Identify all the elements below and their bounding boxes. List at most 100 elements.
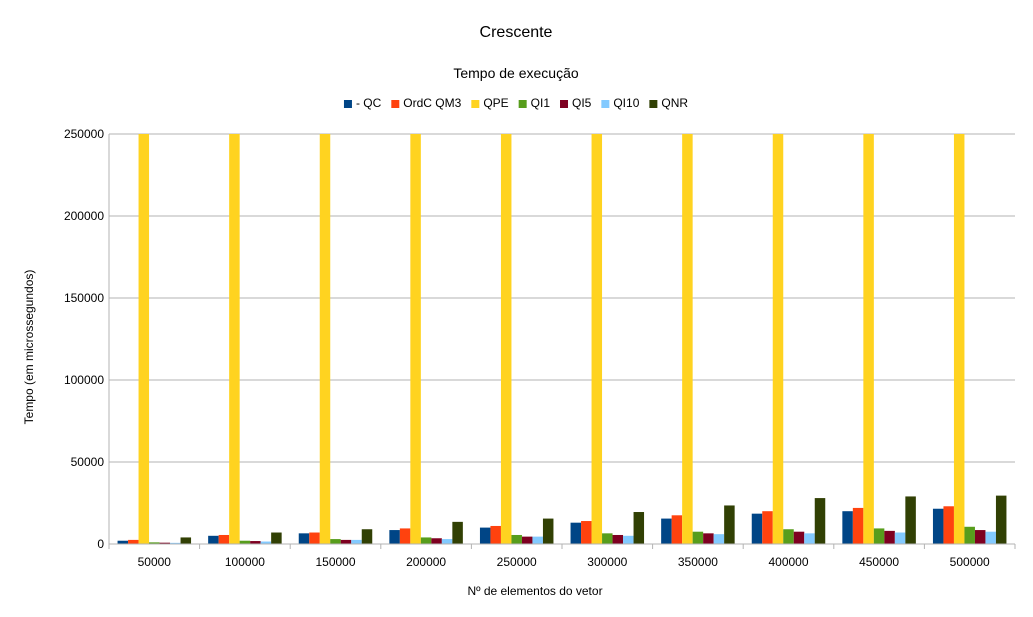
bar — [943, 506, 954, 544]
bars — [117, 134, 1007, 544]
legend-label: QI10 — [613, 96, 639, 110]
bar — [570, 522, 582, 544]
bar — [511, 534, 522, 544]
bar — [762, 511, 773, 544]
legend-swatch — [391, 100, 400, 108]
bar — [932, 508, 944, 544]
y-tick-labels: 0 50000 100000 150000 200000 250000 — [64, 127, 104, 551]
legend-item: QI1 — [518, 96, 550, 110]
legend-label: OrdC QM3 — [403, 96, 461, 110]
legend-swatch — [649, 100, 658, 108]
bar — [581, 521, 592, 544]
bar — [661, 518, 672, 544]
bar — [724, 505, 735, 544]
bar — [671, 515, 683, 544]
bar — [208, 535, 219, 544]
y-tick-label: 250000 — [64, 127, 104, 141]
bar — [500, 134, 512, 544]
bar — [351, 539, 362, 544]
bar — [894, 532, 906, 544]
bar — [250, 541, 261, 544]
bar — [842, 511, 853, 544]
bar — [602, 533, 613, 544]
legend-label: QI5 — [572, 96, 592, 110]
x-axis-title: Nº de elementos do vetor — [467, 584, 602, 598]
bar — [361, 529, 373, 544]
x-tick-label: 100000 — [225, 555, 265, 569]
bar — [814, 498, 826, 544]
bar — [319, 134, 331, 544]
y-tick-label: 150000 — [64, 291, 104, 305]
bar — [490, 525, 501, 544]
bar — [852, 507, 864, 544]
bar — [521, 536, 533, 544]
bar — [542, 518, 554, 544]
bar — [995, 495, 1007, 544]
x-tick-label: 450000 — [859, 555, 899, 569]
bar — [884, 530, 895, 544]
x-tick-label: 500000 — [950, 555, 990, 569]
bar — [873, 528, 885, 544]
bar — [633, 512, 645, 544]
bar — [953, 134, 965, 544]
x-tick-label: 350000 — [678, 555, 718, 569]
legend-swatch — [560, 100, 569, 108]
bar — [229, 134, 240, 544]
legend-swatch — [343, 100, 352, 108]
legend-item: QI10 — [601, 96, 640, 110]
bar — [431, 538, 442, 544]
bar — [410, 134, 421, 544]
legend-label: - QC — [356, 96, 382, 110]
bar — [863, 134, 874, 544]
bar — [591, 134, 603, 544]
legend: - QC OrdC QM3 QPE QI1 QI5 QI10 QNR — [343, 96, 688, 110]
x-tick-label: 150000 — [315, 555, 355, 569]
x-tick-label: 250000 — [497, 555, 537, 569]
bar — [218, 534, 230, 544]
gridlines — [109, 133, 1015, 545]
y-tick-label: 50000 — [71, 455, 105, 469]
legend-swatch — [518, 100, 527, 108]
bar — [804, 533, 815, 544]
bar — [420, 537, 432, 544]
x-tick-label: 200000 — [406, 555, 446, 569]
chart-subtitle: Tempo de execução — [453, 65, 579, 81]
bar — [260, 541, 272, 544]
axes — [108, 134, 1016, 549]
bar — [180, 537, 192, 544]
bar — [309, 532, 320, 544]
bar — [340, 539, 352, 544]
y-axis-title: Tempo (em microssegundos) — [22, 270, 36, 425]
legend-item: - QC — [343, 96, 382, 110]
bar — [772, 134, 784, 544]
bar — [128, 539, 139, 544]
bar — [974, 530, 986, 544]
bar — [138, 134, 150, 544]
bar — [532, 536, 543, 544]
bar — [623, 535, 634, 544]
bar — [117, 540, 129, 544]
x-tick-label: 300000 — [587, 555, 627, 569]
bar — [682, 134, 693, 544]
bar — [330, 539, 341, 544]
y-tick-label: 200000 — [64, 209, 104, 223]
legend-swatch — [601, 100, 610, 108]
chart-title: Crescente — [480, 24, 553, 41]
bar — [964, 526, 975, 544]
bar — [703, 533, 714, 544]
bar — [905, 496, 916, 544]
legend-item: QPE — [471, 96, 509, 110]
bar — [713, 534, 725, 544]
x-tick-labels: 50000 100000 150000 200000 250000 300000 35000… — [138, 555, 990, 569]
bar — [149, 542, 160, 544]
bar — [239, 540, 251, 544]
legend-item: QNR — [649, 96, 688, 110]
x-tick-label: 50000 — [138, 555, 172, 569]
y-tick-label: 0 — [97, 537, 104, 551]
x-tick-label: 400000 — [768, 555, 808, 569]
legend-item: OrdC QM3 — [391, 96, 462, 110]
bar — [692, 531, 704, 544]
legend-label: QNR — [661, 96, 688, 110]
bar — [271, 532, 282, 544]
